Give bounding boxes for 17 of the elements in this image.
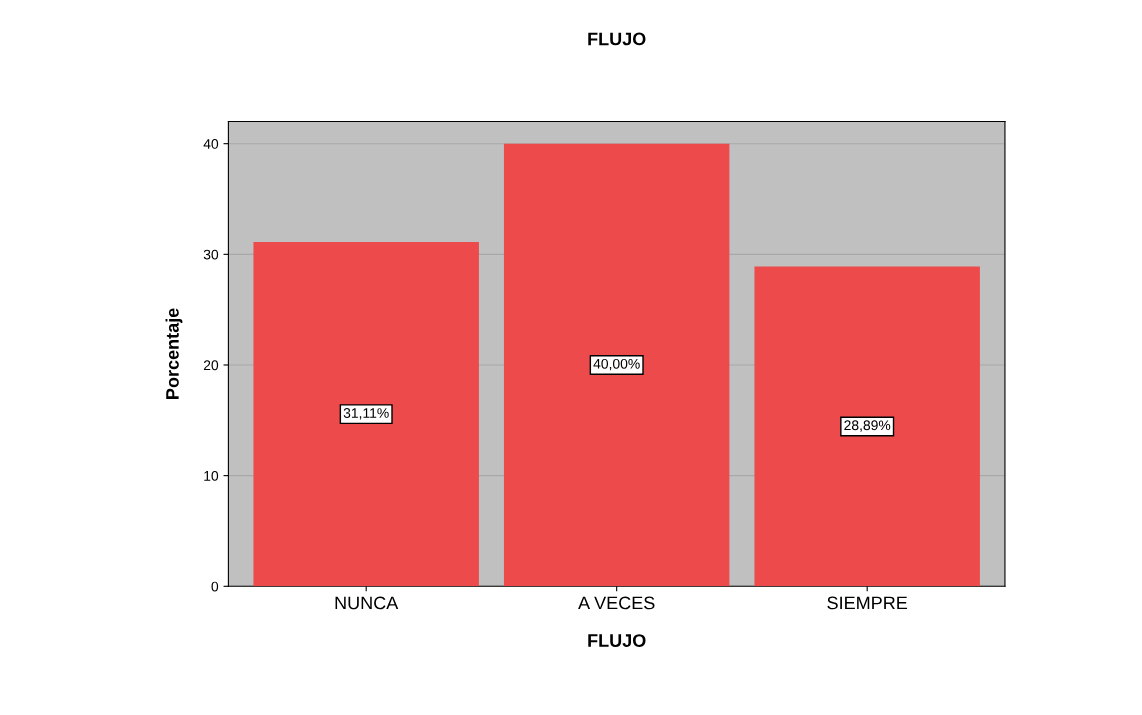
- y-tick-label: 30: [203, 249, 219, 260]
- y-tick-label: 40: [203, 139, 219, 149]
- y-tick-label: 20: [203, 360, 219, 371]
- data-label: 40,00%: [593, 358, 640, 371]
- data-label: 31,11%: [343, 408, 389, 420]
- bar: [754, 266, 980, 587]
- bar: [503, 143, 730, 587]
- x-tick-label: A VECES: [578, 596, 655, 610]
- y-axis-title: Porcentaje: [165, 308, 183, 399]
- x-tick-label: NUNCA: [335, 596, 399, 610]
- x-tick-label: SIEMPRE: [827, 596, 908, 610]
- chart-title: FLUJO: [588, 32, 646, 46]
- y-tick-label: 10: [204, 470, 219, 481]
- data-label: 28,89%: [844, 420, 891, 432]
- x-axis-title: FLUJO: [588, 634, 646, 647]
- bar: [253, 242, 479, 587]
- y-tick-label: 0: [211, 581, 219, 592]
